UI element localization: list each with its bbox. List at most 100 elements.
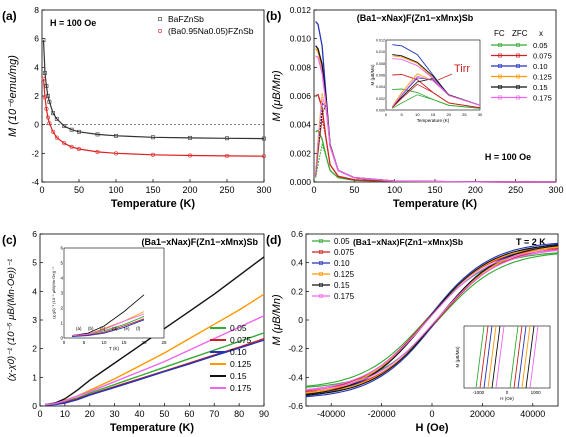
inset-y-label: (χ-χ0)⁻¹ (10⁻⁵ μB/(Mn·Oe))⁻¹ xyxy=(51,267,56,319)
legend-marker xyxy=(516,43,520,47)
x-tick-label: 200 xyxy=(182,185,197,195)
data-point xyxy=(44,106,49,111)
annotation: H = 100 Oe xyxy=(485,152,531,162)
x-tick-label: 150 xyxy=(427,185,442,195)
y-tick-label: 0 xyxy=(298,315,303,325)
data-point xyxy=(151,135,155,140)
data-point xyxy=(41,38,46,43)
data-point xyxy=(62,124,67,129)
x-tick-label: 50 xyxy=(74,185,84,195)
legend-label: 0.15 xyxy=(533,83,548,92)
y-tick-label: 6 xyxy=(32,229,37,239)
y-tick-label: 0.008 xyxy=(290,62,312,72)
legend-marker xyxy=(319,283,323,287)
data-point xyxy=(47,121,52,126)
inset-tick-label: 6 xyxy=(60,246,63,251)
inset-frame xyxy=(463,325,551,389)
x-tick-label: 90 xyxy=(259,409,269,419)
data-point xyxy=(47,99,52,104)
y-tick-label: 4 xyxy=(34,62,39,72)
legend-label: 0.125 xyxy=(533,73,552,82)
inset-annotation: (d) xyxy=(112,326,118,331)
y-tick-label: 0.002 xyxy=(290,148,312,158)
y-axis-label: M (μB/Mn) xyxy=(271,70,283,122)
x-axis-label: Temperature (K) xyxy=(111,198,195,210)
x-axis-label: Temperature (K) xyxy=(393,198,477,210)
legend-marker xyxy=(498,74,502,79)
inset-curve xyxy=(529,325,539,389)
legend-header: ZFC xyxy=(512,29,528,38)
inset-curve xyxy=(495,325,505,389)
inset-tick-label: 0.008 xyxy=(376,62,385,66)
inset-tick-label: 0.012 xyxy=(376,39,385,43)
x-tick-label: 250 xyxy=(219,185,234,195)
legend-marker xyxy=(516,74,520,79)
series-line xyxy=(42,78,265,157)
y-tick-label: -0.4 xyxy=(288,372,303,382)
inset-tick-label: 0.010 xyxy=(376,50,385,54)
y-tick-label: 2 xyxy=(34,91,39,101)
data-point xyxy=(54,135,59,140)
x-tick-label: 100 xyxy=(108,185,123,195)
x-tick-label: 70 xyxy=(209,409,219,419)
legend-label: 0.175 xyxy=(334,292,355,301)
inset-x-label: T (K) xyxy=(109,346,119,351)
inset-curve xyxy=(71,318,145,337)
y-tick-label: -0.2 xyxy=(288,344,303,354)
x-tick-label: 60 xyxy=(184,409,194,419)
inset-tick-label: 25 xyxy=(161,340,167,345)
inset-curve xyxy=(475,325,485,389)
inset-tick-label: 0 xyxy=(385,112,388,117)
inset-curve xyxy=(509,325,519,389)
x-tick-label: 250 xyxy=(508,185,523,195)
y-tick-label: 0.004 xyxy=(290,120,312,130)
inset-zfc-curve xyxy=(392,94,481,109)
series-line xyxy=(44,256,265,406)
x-tick-label: -20000 xyxy=(368,409,396,419)
inset-curve xyxy=(525,325,535,389)
y-tick-label: 3 xyxy=(32,315,37,325)
x-axis-label: H (Oe) xyxy=(416,422,449,434)
inset-curve xyxy=(513,325,523,389)
legend-marker xyxy=(319,250,323,254)
data-point xyxy=(44,84,49,88)
legend-marker xyxy=(516,64,520,68)
x-tick-label: 20000 xyxy=(470,409,495,419)
panel-label: (b) xyxy=(266,9,281,23)
legend-label: 0.15 xyxy=(230,371,247,381)
legend-marker xyxy=(158,28,163,33)
inset-tick-label: 0 xyxy=(63,340,66,345)
legend-label: 0.05 xyxy=(230,323,247,333)
x-tick-label: 40 xyxy=(135,409,145,419)
legend-label: 0.05 xyxy=(533,41,548,50)
y-tick-label: -4 xyxy=(31,177,39,187)
y-axis-label: M (10⁻⁶emu/mg) xyxy=(7,55,19,137)
x-tick-label: 50 xyxy=(349,185,359,195)
zfc-curve xyxy=(315,118,355,181)
x-tick-label: 300 xyxy=(548,185,563,195)
x-tick-label: 0 xyxy=(429,409,434,419)
data-point xyxy=(188,135,192,140)
series-line xyxy=(44,332,265,406)
legend-label: 0.10 xyxy=(334,259,350,268)
inset-curve xyxy=(491,325,501,389)
y-tick-label: 0 xyxy=(32,401,37,411)
inset-annotation: (e) xyxy=(124,326,130,331)
data-point xyxy=(51,129,56,134)
inset-tick-label: 1 xyxy=(60,321,63,326)
y-tick-label: 6 xyxy=(34,34,39,44)
data-point xyxy=(261,154,266,159)
legend-label: 0.125 xyxy=(230,359,252,369)
legend-label: 0.15 xyxy=(334,281,350,290)
annotation-tirr: Tirr xyxy=(454,63,470,75)
inset-curve xyxy=(479,325,489,389)
inset-annotation: (a) xyxy=(76,326,82,331)
y-tick-label: 0.012 xyxy=(290,5,312,15)
legend-label: 0.125 xyxy=(334,270,355,279)
zfc-curve xyxy=(315,142,355,181)
chart-title: (Ba1−xNax)F(Zn1−xMnx)Sb xyxy=(357,13,474,23)
inset-curve xyxy=(483,325,493,389)
inset-y-label: M (μB/Mn) xyxy=(455,346,460,368)
